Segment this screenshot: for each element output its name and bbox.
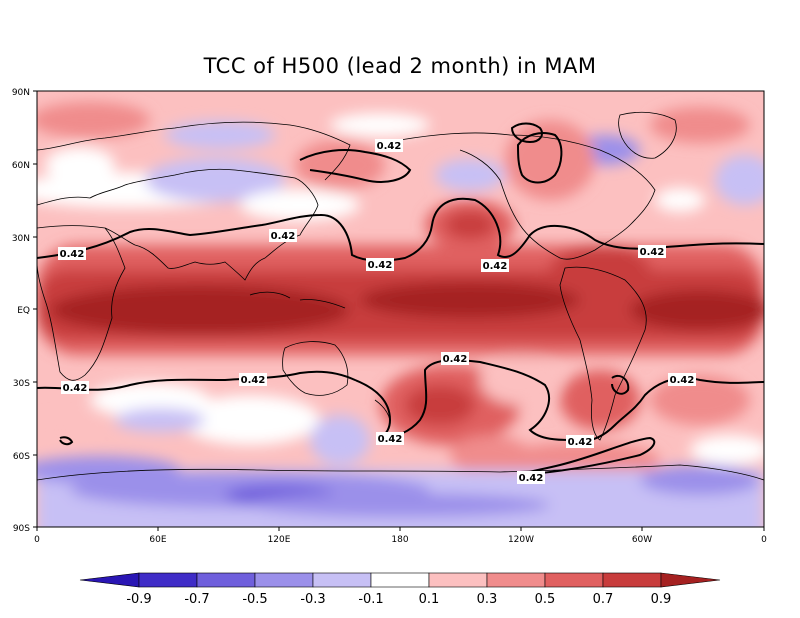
contour-label-0.42: 0.42 [368, 260, 393, 271]
contour-label-0.42: 0.42 [443, 354, 468, 365]
colorbar-min-triangle [79, 572, 140, 588]
colorbar: -0.9 -0.7 -0.5 -0.3 -0.1 0.1 0.3 0.5 0.7… [79, 572, 721, 607]
lat-label: 30S [13, 379, 30, 389]
colorbar-segment [544, 572, 604, 588]
colorbar-segment [312, 572, 372, 588]
contour-label-0.42: 0.42 [378, 434, 403, 445]
lat-label: 90S [13, 524, 30, 534]
contour-label-0.42: 0.42 [640, 247, 665, 258]
colorbar-label: 0.5 [535, 592, 556, 607]
contour-label-0.42: 0.42 [60, 249, 85, 260]
contour-label-0.42: 0.42 [483, 261, 508, 272]
contour-label-0.42: 0.42 [271, 231, 296, 242]
colorbar-segment [254, 572, 314, 588]
colorbar-segment [486, 572, 546, 588]
contour-label-0.42: 0.42 [377, 141, 402, 152]
colorbar-max-triangle [660, 572, 721, 588]
colorbar-label: -0.3 [300, 592, 325, 607]
lon-label: 120W [508, 535, 534, 545]
colorbar-segment [428, 572, 488, 588]
correlation-field [37, 91, 764, 527]
lat-label: 30N [12, 234, 30, 244]
colorbar-label: -0.5 [242, 592, 267, 607]
colorbar-segment [370, 572, 430, 588]
contour-label-0.42: 0.42 [670, 375, 695, 386]
contour-labels: 0.42 0.42 0.42 0.42 0.42 0.42 0.42 0.42 … [58, 139, 696, 484]
contour-label-0.42: 0.42 [568, 437, 593, 448]
colorbar-label: 0.9 [651, 592, 672, 607]
contour-label-0.42: 0.42 [63, 383, 88, 394]
lat-label: 60N [12, 161, 30, 171]
contour-label-0.42: 0.42 [241, 375, 266, 386]
contour-label-0.42: 0.42 [519, 473, 544, 484]
colorbar-label: -0.1 [358, 592, 383, 607]
lat-label: 90N [12, 88, 30, 98]
colorbar-segment [602, 572, 662, 588]
colorbar-segment [138, 572, 198, 588]
colorbar-label: -0.7 [184, 592, 209, 607]
map-title: TCC of H500 (lead 2 month) in MAM [203, 54, 597, 78]
colorbar-label: 0.1 [419, 592, 440, 607]
lon-axis: 0 60E 120E 180 120W 60W 0 [34, 527, 767, 545]
colorbar-segment [196, 572, 256, 588]
lon-label: 180 [391, 535, 408, 545]
lon-label: 60E [149, 535, 166, 545]
lon-label: 0 [761, 535, 767, 545]
lon-label: 60W [632, 535, 652, 545]
colorbar-label: 0.7 [593, 592, 614, 607]
lat-label: 60S [13, 452, 30, 462]
lat-label: EQ [17, 306, 30, 316]
colorbar-label: -0.9 [126, 592, 151, 607]
lon-label: 0 [34, 535, 40, 545]
lon-label: 120E [268, 535, 291, 545]
lat-axis: 90N 60N 30N EQ 30S 60S 90S [12, 88, 37, 534]
colorbar-label: 0.3 [477, 592, 498, 607]
